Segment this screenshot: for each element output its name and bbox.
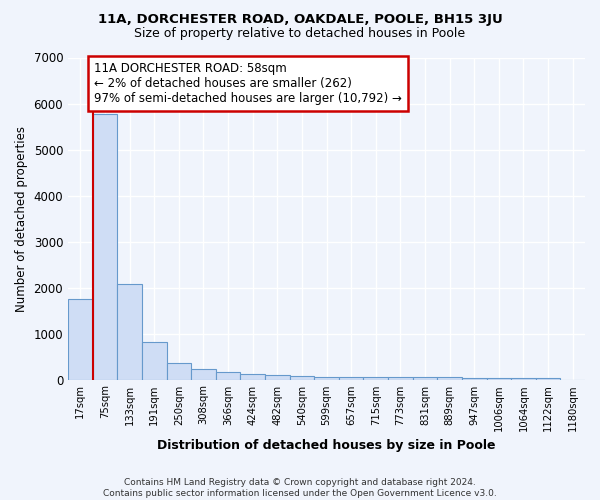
Bar (364, 377, 388, 380)
Bar (167, 362, 191, 380)
Bar (339, 377, 364, 380)
Bar (487, 378, 511, 380)
Bar (388, 378, 413, 380)
Bar (142, 342, 167, 380)
Bar (241, 374, 265, 380)
X-axis label: Distribution of detached houses by size in Poole: Distribution of detached houses by size … (157, 440, 496, 452)
Bar (437, 378, 462, 380)
Bar (413, 378, 437, 380)
Bar (511, 378, 536, 380)
Bar (290, 376, 314, 380)
Bar (191, 369, 216, 380)
Text: 11A, DORCHESTER ROAD, OAKDALE, POOLE, BH15 3JU: 11A, DORCHESTER ROAD, OAKDALE, POOLE, BH… (98, 12, 502, 26)
Bar (265, 375, 290, 380)
Bar (536, 378, 560, 380)
Y-axis label: Number of detached properties: Number of detached properties (15, 126, 28, 312)
Bar (462, 378, 487, 380)
Text: Size of property relative to detached houses in Poole: Size of property relative to detached ho… (134, 28, 466, 40)
Text: Contains HM Land Registry data © Crown copyright and database right 2024.
Contai: Contains HM Land Registry data © Crown c… (103, 478, 497, 498)
Bar (92, 114, 117, 380)
Bar (216, 372, 241, 380)
Bar (314, 377, 339, 380)
Bar (68, 299, 92, 380)
Bar (117, 284, 142, 380)
Text: 11A DORCHESTER ROAD: 58sqm
← 2% of detached houses are smaller (262)
97% of semi: 11A DORCHESTER ROAD: 58sqm ← 2% of detac… (94, 62, 402, 105)
